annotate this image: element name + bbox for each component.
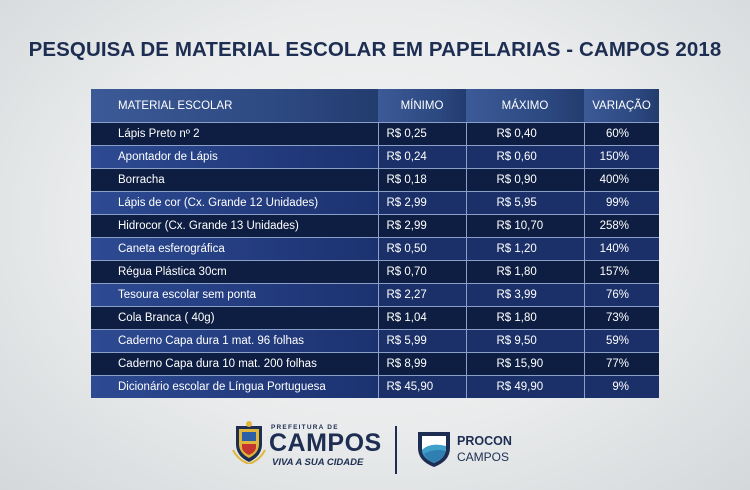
header-maximo: MÁXIMO	[466, 89, 584, 123]
cell-variacao: 77%	[583, 352, 659, 376]
cell-maximo: R$ 1,80	[465, 306, 584, 330]
cell-variacao: 140%	[583, 237, 659, 261]
footer: PREFEITURA DE CAMPOS VIVA A SUA CIDADE P…	[0, 420, 750, 480]
cell-material: Caneta esferográfica	[91, 237, 378, 261]
cell-maximo: R$ 0,90	[465, 168, 584, 192]
cell-material: Caderno Capa dura 10 mat. 200 folhas	[91, 352, 378, 376]
cell-material: Borracha	[91, 168, 378, 192]
cell-minimo: R$ 2,99	[377, 214, 466, 238]
cell-variacao: 400%	[583, 168, 659, 192]
table-row: Caderno Capa dura 1 mat. 96 folhas R$ 5,9…	[91, 329, 659, 353]
cell-material: Dicionário escolar de Língua Portuguesa	[91, 375, 378, 398]
footer-divider	[395, 426, 397, 474]
cell-variacao: 99%	[583, 191, 659, 215]
table-row: Caneta esferográfica R$ 0,50 R$ 1,20 140%	[91, 237, 659, 261]
cell-minimo: R$ 8,99	[377, 352, 466, 376]
table-row: Régua Plástica 30cm R$ 0,70 R$ 1,80 157%	[91, 260, 659, 284]
cell-maximo: R$ 49,90	[465, 375, 584, 398]
cell-material: Lápis Preto nº 2	[91, 122, 378, 146]
table-row: Lápis Preto nº 2 R$ 0,25 R$ 0,40 60%	[91, 122, 659, 146]
header-material: MATERIAL ESCOLAR	[91, 89, 378, 123]
table-row: Caderno Capa dura 10 mat. 200 folhas R$ 8…	[91, 352, 659, 376]
table-body: Lápis Preto nº 2 R$ 0,25 R$ 0,40 60% Apontad…	[91, 122, 659, 398]
cell-variacao: 60%	[583, 122, 659, 146]
cell-material: Caderno Capa dura 1 mat. 96 folhas	[91, 329, 378, 353]
cell-material: Apontador de Lápis	[91, 145, 378, 169]
cell-maximo: R$ 0,60	[465, 145, 584, 169]
cell-minimo: R$ 0,25	[377, 122, 466, 146]
cell-material: Régua Plástica 30cm	[91, 260, 378, 284]
cell-minimo: R$ 0,50	[377, 237, 466, 261]
table-row: Hidrocor (Cx. Grande 13 Unidades) R$ 2,99…	[91, 214, 659, 238]
cell-variacao: 258%	[583, 214, 659, 238]
table-row: Dicionário escolar de Língua Portuguesa R…	[91, 375, 659, 398]
cell-variacao: 59%	[583, 329, 659, 353]
page-title: PESQUISA DE MATERIAL ESCOLAR EM PAPELARI…	[28, 38, 722, 61]
procon-city: CAMPOS	[457, 450, 510, 464]
table-header-row: MATERIAL ESCOLAR MÍNIMO MÁXIMO VARIAÇÃO	[91, 89, 659, 123]
cell-variacao: 157%	[583, 260, 659, 284]
cell-maximo: R$ 1,20	[465, 237, 584, 261]
cell-maximo: R$ 1,80	[465, 260, 584, 284]
cell-variacao: 73%	[583, 306, 659, 330]
prefeitura-tagline: VIVA A SUA CIDADE	[272, 457, 364, 468]
table-row: Tesoura escolar sem ponta R$ 2,27 R$ 3,99 7…	[91, 283, 659, 307]
cell-minimo: R$ 0,24	[377, 145, 466, 169]
cell-minimo: R$ 2,27	[377, 283, 466, 307]
table-row: Borracha R$ 0,18 R$ 0,90 400%	[91, 168, 659, 192]
procon-shield-icon	[418, 432, 450, 467]
cell-maximo: R$ 10,70	[465, 214, 584, 238]
table-row: Apontador de Lápis R$ 0,24 R$ 0,60 150%	[91, 145, 659, 169]
cell-minimo: R$ 5,99	[377, 329, 466, 353]
cell-variacao: 9%	[583, 375, 659, 398]
header-variacao: VARIAÇÃO	[584, 89, 659, 123]
price-table: MATERIAL ESCOLAR MÍNIMO MÁXIMO VARIAÇÃO …	[91, 89, 659, 398]
prefeitura-label: PREFEITURA DE	[271, 424, 339, 431]
cell-minimo: R$ 1,04	[377, 306, 466, 330]
prefeitura-name: CAMPOS	[269, 429, 382, 457]
cell-material: Hidrocor (Cx. Grande 13 Unidades)	[91, 214, 378, 238]
cell-maximo: R$ 0,40	[465, 122, 584, 146]
cell-material: Cola Branca ( 40g)	[91, 306, 378, 330]
header-minimo: MÍNIMO	[378, 89, 466, 123]
cell-minimo: R$ 2,99	[377, 191, 466, 215]
cell-maximo: R$ 9,50	[465, 329, 584, 353]
table-row: Lápis de cor (Cx. Grande 12 Unidades) R$ …	[91, 191, 659, 215]
cell-maximo: R$ 15,90	[465, 352, 584, 376]
cell-maximo: R$ 3,99	[465, 283, 584, 307]
cell-material: Lápis de cor (Cx. Grande 12 Unidades)	[91, 191, 378, 215]
cell-variacao: 150%	[583, 145, 659, 169]
city-crest-icon	[232, 421, 266, 464]
cell-minimo: R$ 45,90	[377, 375, 466, 398]
cell-material: Tesoura escolar sem ponta	[91, 283, 378, 307]
table-row: Cola Branca ( 40g) R$ 1,04 R$ 1,80 73%	[91, 306, 659, 330]
procon-name: PROCON	[457, 434, 512, 448]
cell-maximo: R$ 5,95	[465, 191, 584, 215]
cell-variacao: 76%	[583, 283, 659, 307]
cell-minimo: R$ 0,18	[377, 168, 466, 192]
cell-minimo: R$ 0,70	[377, 260, 466, 284]
